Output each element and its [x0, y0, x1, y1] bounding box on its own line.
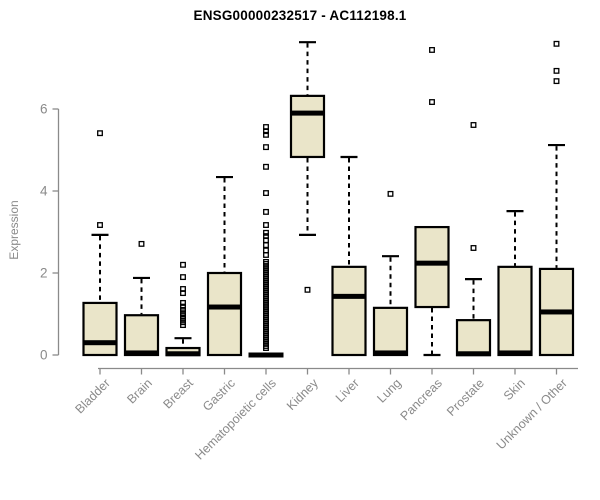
outlier-point: [263, 190, 269, 196]
outlier-point: [263, 131, 269, 138]
outlier-point: [180, 274, 186, 281]
box-iqr: [123, 314, 160, 357]
box-iqr: [414, 225, 450, 309]
outlier-point: [263, 128, 269, 135]
box-iqr: [455, 319, 492, 357]
outlier-point: [180, 299, 186, 306]
boxplot-gastric: [206, 175, 243, 357]
outlier-point: [180, 261, 186, 268]
median-line: [82, 340, 118, 346]
outlier-point: [553, 78, 560, 85]
box-iqr: [82, 301, 118, 357]
y-tick-label: 0: [40, 348, 48, 363]
boxplot-breast: [165, 261, 201, 357]
median-line: [207, 304, 242, 310]
boxplot-lung: [372, 190, 409, 357]
boxplot-pancreas: [414, 47, 450, 357]
outlier-point: [180, 303, 186, 310]
outlier-point: [429, 99, 435, 105]
outlier-point: [470, 122, 477, 128]
box-iqr: [206, 271, 243, 357]
median-line: [456, 351, 491, 357]
outlier-point: [97, 130, 103, 137]
median-line: [497, 350, 533, 356]
outlier-point: [429, 47, 435, 53]
outlier-point: [263, 144, 269, 151]
boxplot-skin: [497, 209, 533, 357]
box-iqr: [372, 306, 409, 357]
median-line: [539, 309, 574, 315]
median-line: [290, 110, 325, 116]
box-iqr: [331, 265, 367, 357]
median-line: [165, 351, 201, 357]
outlier-point: [470, 245, 477, 251]
median-line: [331, 293, 367, 299]
median-line: [124, 350, 159, 356]
boxplot-prostate: [455, 122, 492, 357]
outlier-point: [263, 242, 269, 249]
outlier-point: [180, 322, 186, 329]
outlier-point: [263, 222, 269, 228]
outlier-point: [263, 345, 269, 351]
outlier-point: [263, 208, 269, 215]
box-iqr: [497, 265, 533, 357]
outlier-point: [553, 67, 560, 74]
boxplot-brain: [123, 240, 160, 357]
outlier-point: [180, 290, 186, 297]
boxplot-hematopoietic-cells: [248, 124, 284, 358]
chart-title: ENSG00000232517 - AC112198.1: [193, 8, 407, 23]
y-tick-label: 6: [40, 102, 48, 117]
outlier-point: [263, 163, 269, 170]
outlier-point: [263, 229, 269, 236]
outlier-point: [180, 306, 186, 313]
boxplot-kidney: [289, 41, 326, 293]
box-iqr: [289, 94, 326, 159]
boxplot-bladder: [82, 130, 118, 357]
boxplot-unknown-other: [538, 40, 575, 357]
outlier-point: [180, 315, 186, 322]
outlier-point: [387, 190, 394, 197]
y-tick-label: 4: [40, 184, 48, 199]
y-tick-label: 2: [40, 266, 48, 281]
outlier-point: [304, 286, 311, 293]
outlier-point: [97, 222, 103, 228]
median-line: [414, 260, 450, 266]
outlier-point: [138, 240, 145, 247]
median-line: [373, 350, 408, 356]
outlier-point: [553, 40, 560, 47]
outlier-point: [263, 252, 269, 258]
boxplot-liver: [331, 155, 367, 357]
median-line: [248, 352, 284, 358]
